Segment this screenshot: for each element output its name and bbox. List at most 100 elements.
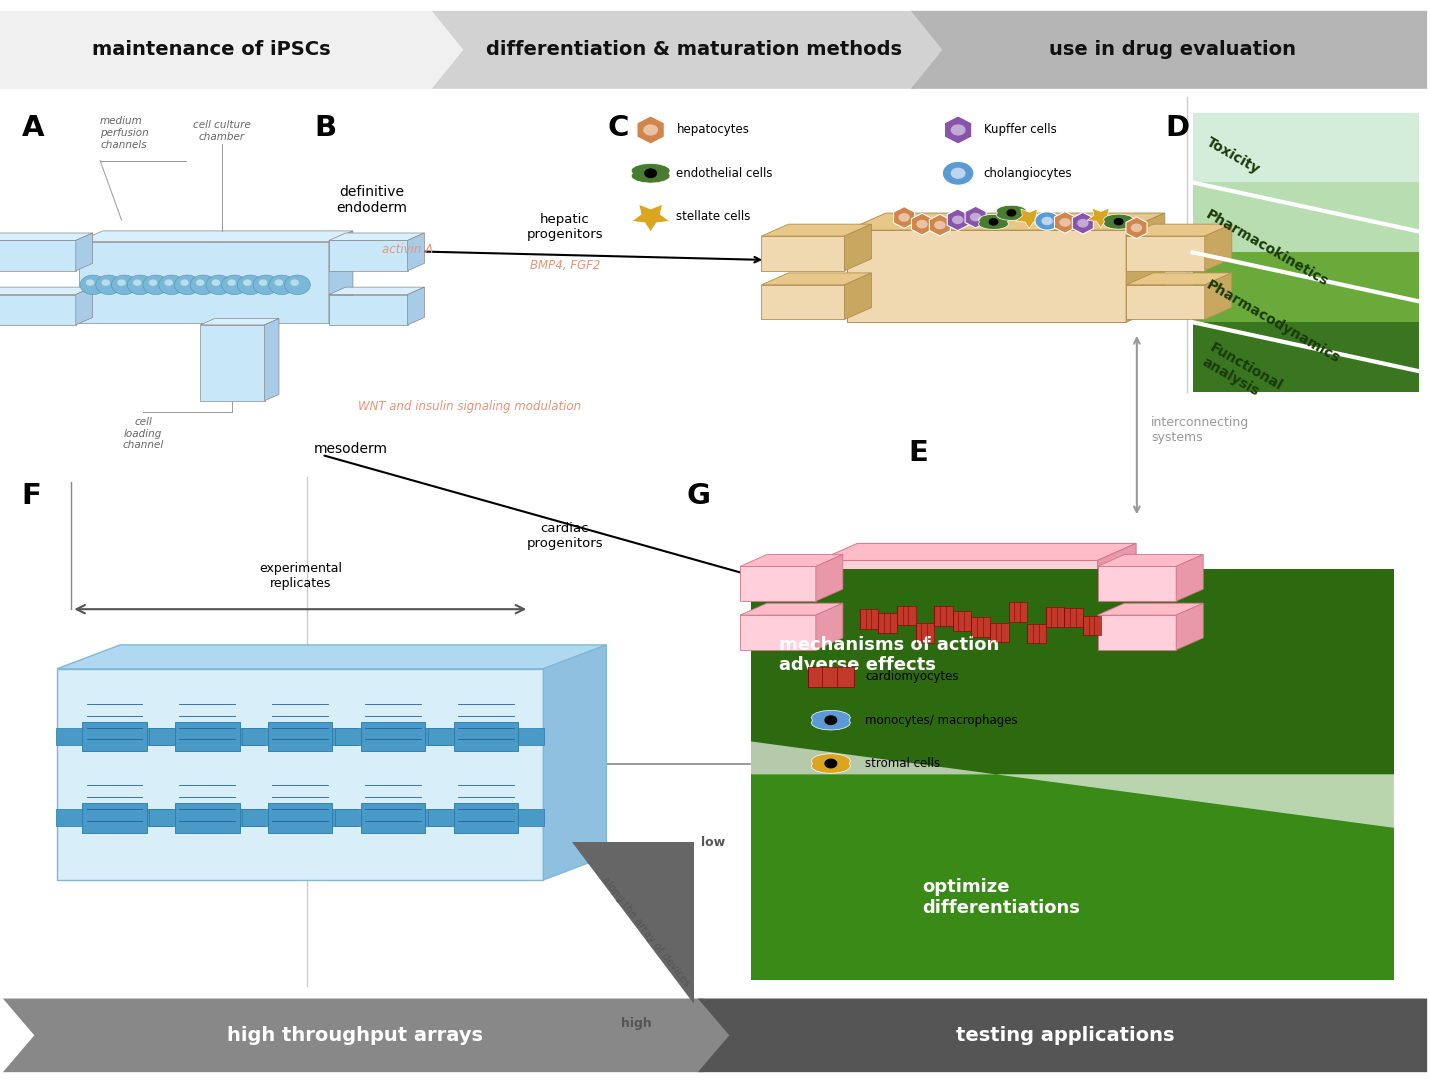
Polygon shape: [847, 213, 1164, 231]
Polygon shape: [1193, 113, 1419, 182]
Polygon shape: [1125, 217, 1147, 238]
Circle shape: [824, 715, 838, 726]
Text: use in drug evaluation: use in drug evaluation: [1050, 40, 1296, 60]
Circle shape: [644, 168, 658, 179]
Text: F: F: [21, 482, 41, 510]
Polygon shape: [815, 603, 842, 650]
Bar: [808, 667, 854, 687]
Polygon shape: [761, 273, 871, 285]
Circle shape: [1114, 218, 1124, 225]
Circle shape: [206, 275, 232, 295]
Polygon shape: [632, 205, 669, 232]
Text: D: D: [1165, 114, 1190, 142]
Bar: [1064, 608, 1083, 627]
Text: testing applications: testing applications: [957, 1026, 1174, 1045]
Bar: [56, 728, 82, 745]
Bar: [239, 728, 266, 745]
Text: Kupffer cells: Kupffer cells: [984, 123, 1057, 136]
Circle shape: [133, 279, 142, 286]
Circle shape: [259, 279, 267, 286]
Bar: [56, 809, 82, 826]
Text: mechanisms of action
adverse effects: mechanisms of action adverse effects: [779, 636, 1000, 675]
Circle shape: [212, 279, 220, 286]
Polygon shape: [1204, 273, 1231, 319]
Polygon shape: [1087, 208, 1114, 227]
Bar: [332, 809, 358, 826]
Polygon shape: [174, 803, 239, 833]
Polygon shape: [1125, 213, 1164, 323]
Polygon shape: [1193, 182, 1419, 252]
Text: stromal cells: stromal cells: [865, 757, 941, 770]
Text: cardiomyocytes: cardiomyocytes: [865, 670, 958, 683]
Bar: [915, 623, 934, 642]
Circle shape: [237, 275, 263, 295]
Polygon shape: [1104, 214, 1134, 230]
Circle shape: [942, 161, 974, 185]
Text: interconnecting
systems: interconnecting systems: [1151, 417, 1250, 444]
Bar: [1008, 602, 1027, 622]
Bar: [239, 809, 266, 826]
Circle shape: [149, 279, 157, 286]
Circle shape: [243, 279, 252, 286]
Text: medium
perfusion
channels: medium perfusion channels: [100, 117, 149, 149]
Circle shape: [190, 275, 216, 295]
Text: endothelial cells: endothelial cells: [676, 167, 772, 180]
Bar: [332, 728, 358, 745]
Bar: [1083, 615, 1101, 635]
Circle shape: [898, 213, 909, 222]
Text: activin A: activin A: [382, 243, 433, 256]
Circle shape: [196, 279, 204, 286]
Polygon shape: [815, 554, 842, 601]
Text: maintenance of iPSCs: maintenance of iPSCs: [93, 40, 330, 60]
Polygon shape: [174, 721, 239, 752]
Circle shape: [227, 279, 236, 286]
Circle shape: [117, 279, 126, 286]
Polygon shape: [1072, 212, 1094, 234]
Text: E: E: [908, 439, 928, 467]
Polygon shape: [200, 318, 279, 325]
Circle shape: [951, 125, 965, 135]
Bar: [1045, 608, 1064, 627]
Text: B: B: [315, 114, 336, 142]
Bar: [146, 809, 172, 826]
Polygon shape: [761, 236, 844, 271]
Polygon shape: [1127, 273, 1231, 285]
Polygon shape: [1204, 224, 1231, 271]
Circle shape: [1060, 218, 1071, 226]
Polygon shape: [82, 803, 146, 833]
Text: A: A: [21, 114, 44, 142]
Circle shape: [127, 275, 153, 295]
Text: optimize
differentiations: optimize differentiations: [922, 878, 1080, 917]
Text: hepatic
progenitors: hepatic progenitors: [526, 213, 603, 242]
Text: Pharmacodynamics: Pharmacodynamics: [1204, 277, 1343, 366]
Circle shape: [86, 279, 94, 286]
Polygon shape: [408, 233, 425, 271]
Polygon shape: [1054, 211, 1075, 233]
Circle shape: [1131, 223, 1143, 232]
Text: cell culture
chamber: cell culture chamber: [193, 120, 250, 142]
Text: experimental
replicates: experimental replicates: [259, 562, 342, 589]
Polygon shape: [57, 645, 606, 669]
Text: cardiac
progenitors: cardiac progenitors: [526, 522, 603, 550]
Circle shape: [222, 275, 247, 295]
Polygon shape: [631, 164, 671, 183]
Text: Toxicity: Toxicity: [1204, 134, 1261, 177]
Polygon shape: [453, 803, 518, 833]
Text: low: low: [701, 835, 725, 849]
Polygon shape: [818, 561, 1098, 652]
Circle shape: [164, 279, 173, 286]
Circle shape: [988, 218, 998, 225]
Bar: [428, 809, 453, 826]
Polygon shape: [543, 645, 606, 879]
Text: Pharmacokinetics: Pharmacokinetics: [1204, 208, 1331, 289]
Bar: [149, 728, 176, 745]
Polygon shape: [818, 544, 1137, 561]
Bar: [243, 728, 269, 745]
Polygon shape: [408, 287, 425, 325]
Text: along the array of devices: along the array of devices: [599, 875, 692, 989]
Text: WNT and insulin signaling modulation: WNT and insulin signaling modulation: [358, 400, 581, 413]
Polygon shape: [1098, 603, 1203, 615]
Circle shape: [824, 758, 838, 769]
Polygon shape: [978, 214, 1008, 230]
Bar: [146, 728, 172, 745]
